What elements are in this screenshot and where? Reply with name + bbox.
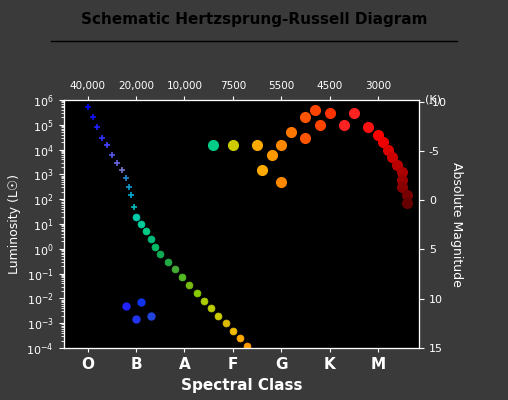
- X-axis label: Spectral Class: Spectral Class: [180, 378, 302, 392]
- Text: Schematic Hertzsprung-Russell Diagram: Schematic Hertzsprung-Russell Diagram: [81, 12, 427, 27]
- Text: (K): (K): [425, 95, 440, 105]
- Y-axis label: Luminosity (L☉): Luminosity (L☉): [8, 174, 21, 274]
- Y-axis label: Absolute Magnitude: Absolute Magnitude: [451, 162, 463, 286]
